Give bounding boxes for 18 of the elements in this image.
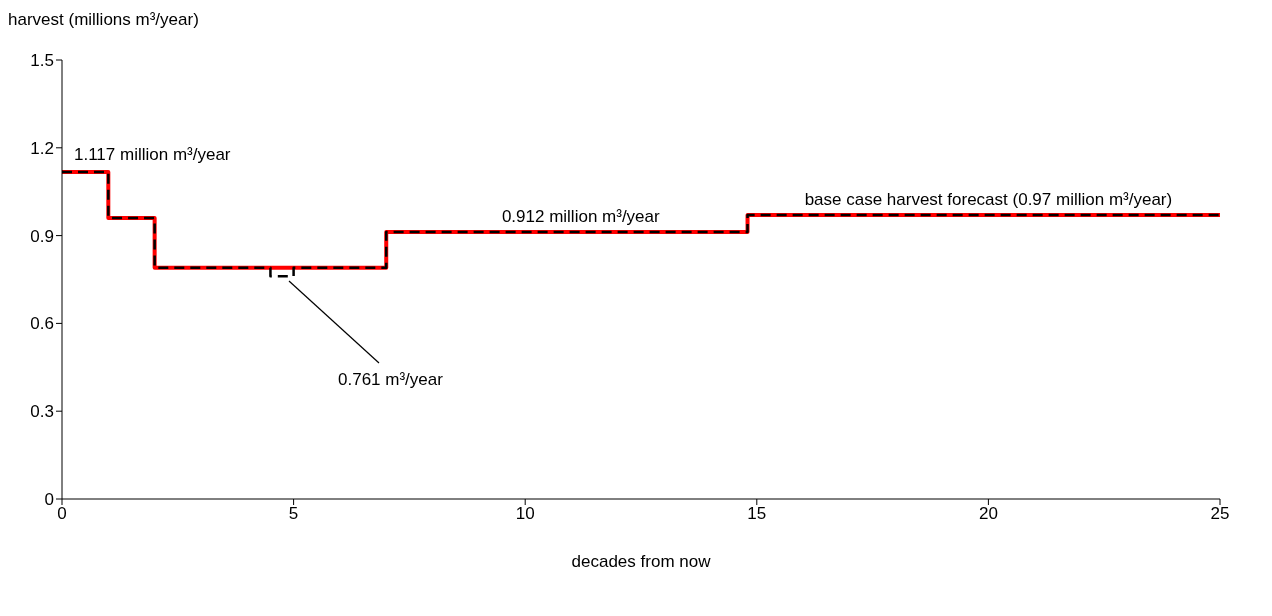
- annotation: 0.761 m³/year: [338, 370, 443, 390]
- y-tick-label: 0.9: [30, 226, 54, 246]
- x-tick-label: 5: [288, 504, 299, 524]
- y-tick-label: 0.3: [30, 402, 54, 422]
- x-tick-label: 10: [515, 504, 535, 524]
- annotation: 1.117 million m³/year: [74, 145, 231, 165]
- x-axis-title: decades from now: [571, 552, 712, 571]
- y-tick-label: 1.2: [30, 138, 54, 158]
- annotation: base case harvest forecast (0.97 million m³/year): [804, 190, 1173, 210]
- annotation: 0.912 million m³/year: [501, 207, 661, 227]
- x-tick-label: 0: [57, 504, 67, 524]
- x-tick-label: 20: [978, 504, 998, 524]
- x-tick-label: 15: [747, 504, 767, 524]
- y-tick-label: 0: [44, 490, 54, 510]
- y-axis-title: harvest (millions m³/year): [8, 10, 199, 30]
- y-tick-label: 0.6: [30, 314, 54, 334]
- x-tick-label: 25: [1210, 504, 1230, 524]
- y-tick-label: 1.5: [30, 51, 54, 71]
